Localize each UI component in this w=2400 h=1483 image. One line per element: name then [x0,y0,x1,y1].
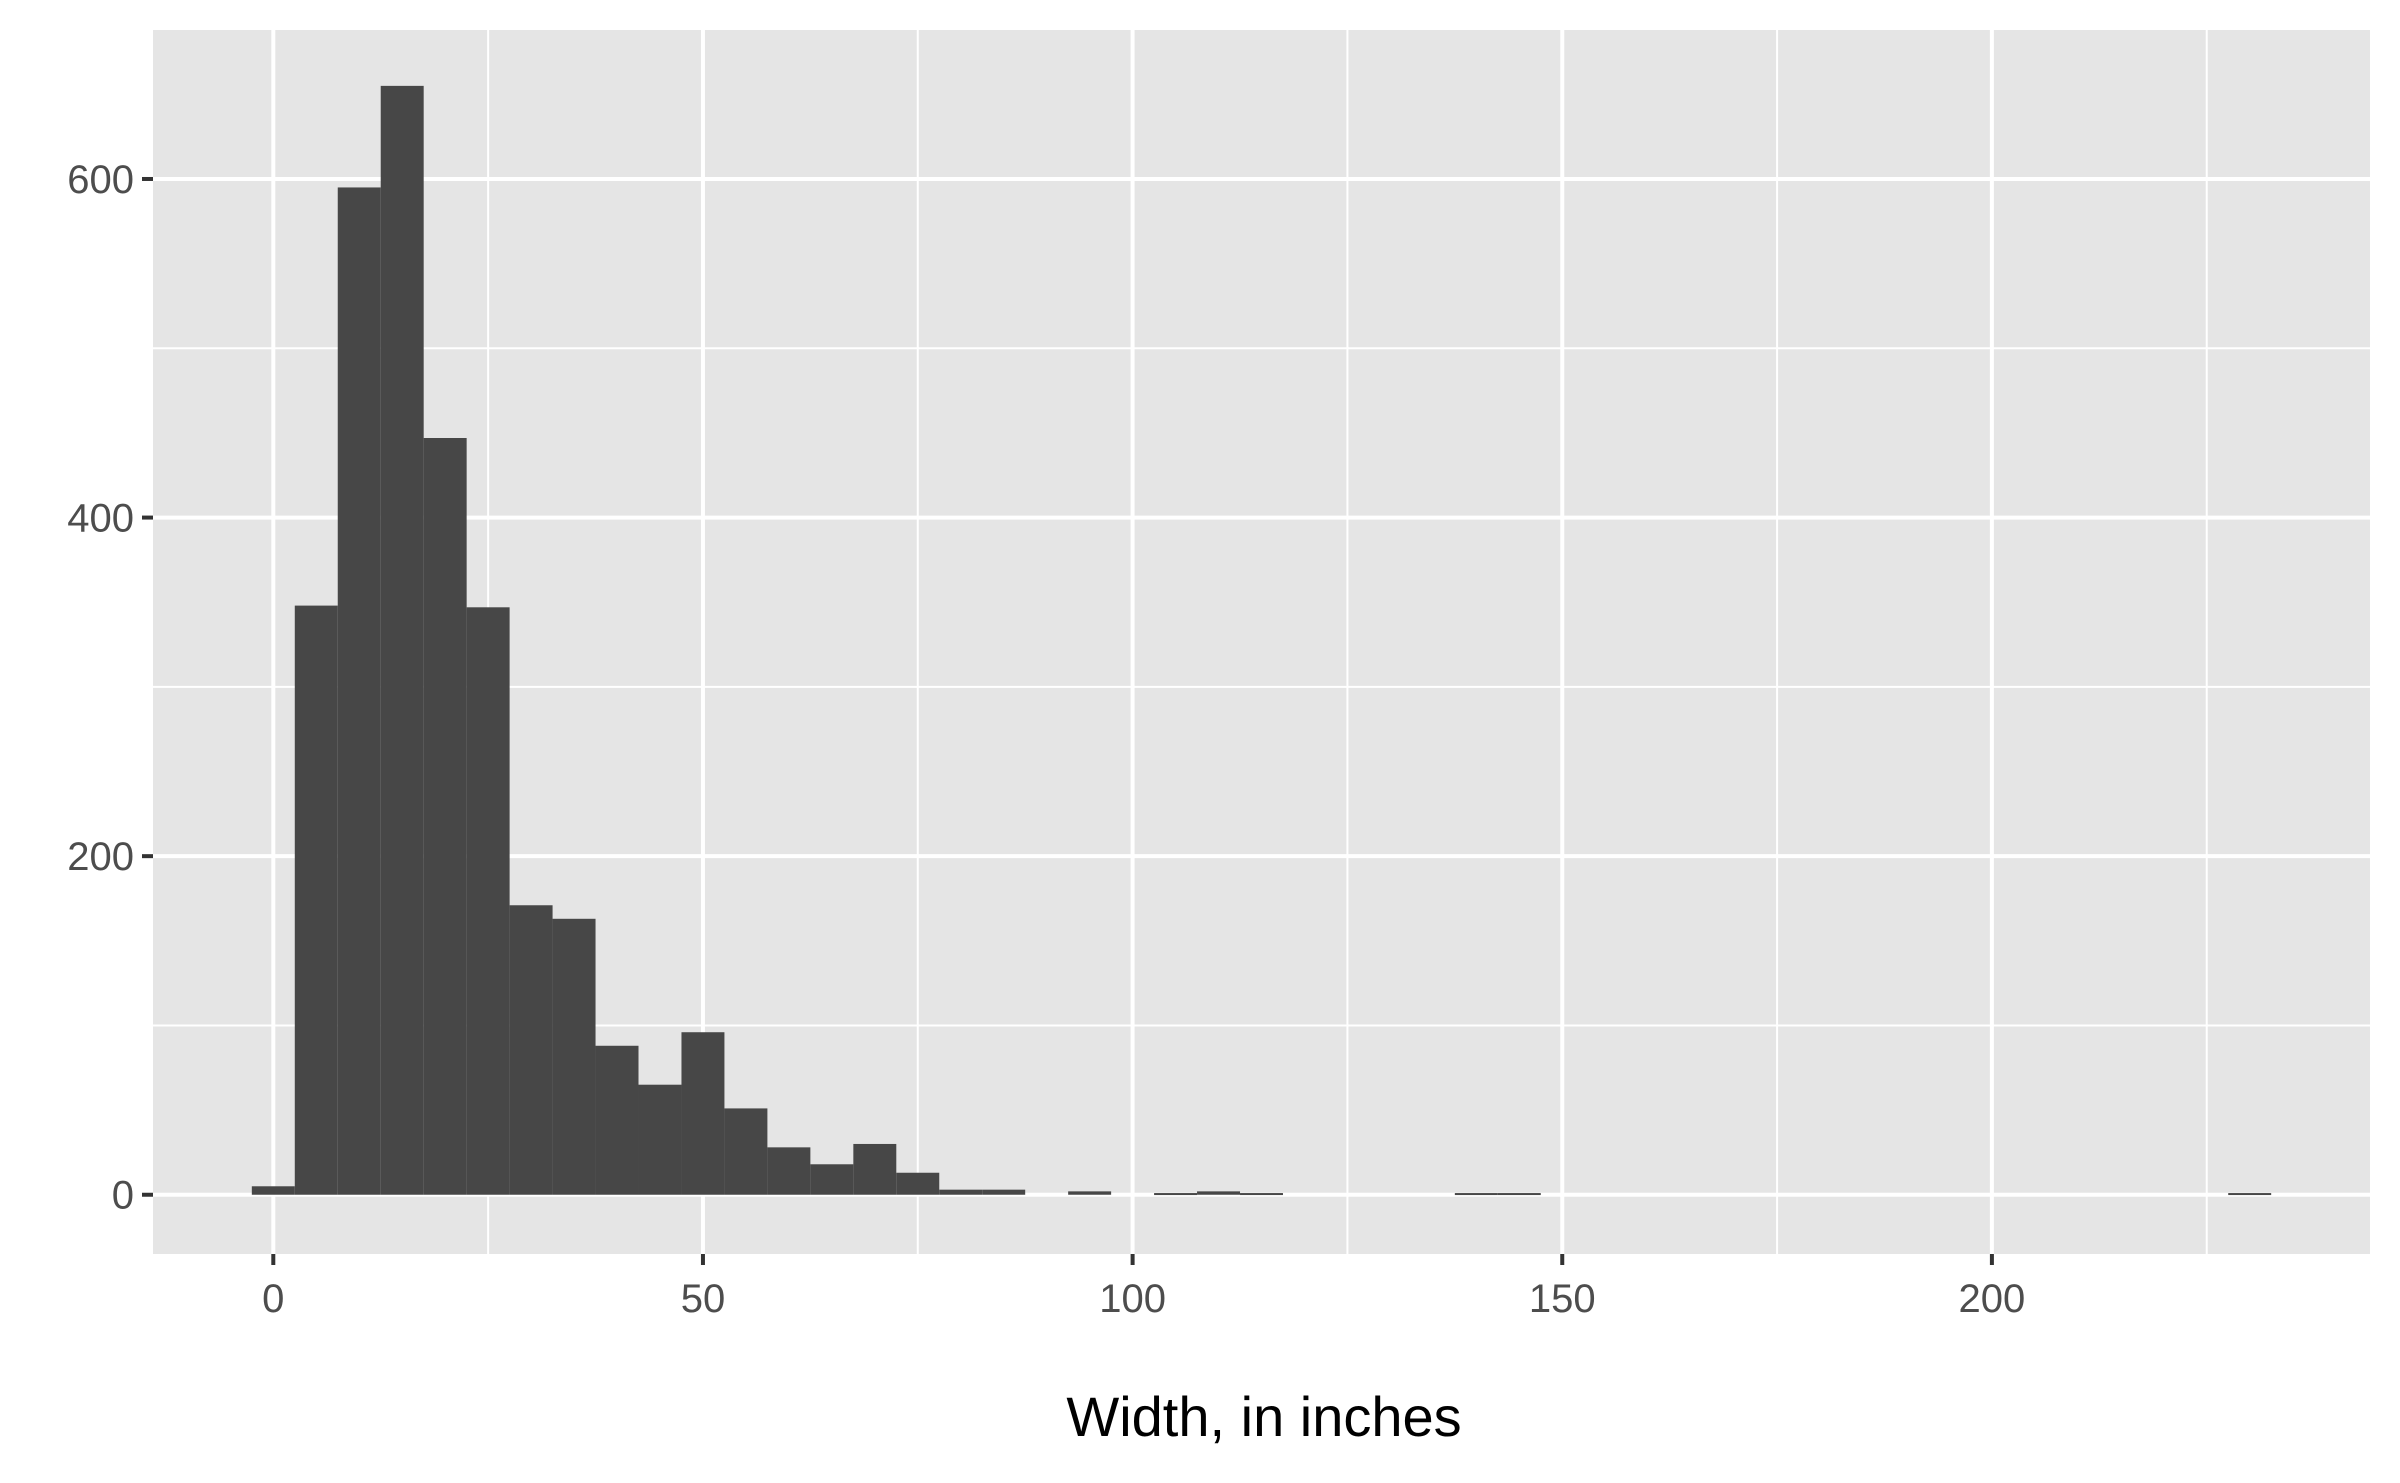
histogram-bar [638,1084,682,1195]
histogram-bar [423,438,467,1195]
histogram-bar [1497,1193,1541,1196]
y-tick-label: 400 [67,497,134,541]
histogram-bar [724,1108,768,1195]
x-tick-label: 150 [1529,1277,1596,1321]
histogram-bar [509,905,553,1195]
x-axis-title: Width, in inches [1066,1385,1461,1448]
histogram-bar [896,1172,940,1195]
histogram-bar [380,85,424,1195]
x-tick-label: 0 [262,1277,284,1321]
histogram-bar [767,1147,811,1195]
histogram-bars [251,85,2272,1196]
histogram-bar [595,1045,639,1195]
histogram-bar [853,1143,897,1195]
y-tick-label: 0 [112,1174,134,1218]
histogram-bar [337,187,381,1195]
histogram-bar [2228,1193,2272,1196]
y-axis-ticks: 0 200 400 600 [67,158,153,1218]
histogram-bar [810,1164,854,1195]
histogram-bar [552,918,596,1195]
x-tick-label: 100 [1099,1277,1166,1321]
histogram-bar [939,1189,983,1195]
histogram-bar [681,1032,725,1195]
histogram-bar [1240,1193,1283,1196]
x-axis-ticks: 0 50 100 150 200 [262,1254,2025,1321]
histogram-bar [251,1186,295,1195]
x-tick-label: 200 [1959,1277,2026,1321]
x-tick-label: 50 [681,1277,726,1321]
histogram-bar [1154,1193,1198,1196]
histogram-bar [1197,1191,1241,1195]
histogram-bar [294,605,338,1195]
histogram-bar [1454,1193,1498,1196]
histogram-bar [982,1189,1026,1195]
histogram-bar [466,607,510,1195]
histogram-bar [1068,1191,1112,1195]
minor-gridlines [153,30,2370,1254]
y-tick-label: 200 [67,835,134,879]
y-tick-label: 600 [67,158,134,202]
